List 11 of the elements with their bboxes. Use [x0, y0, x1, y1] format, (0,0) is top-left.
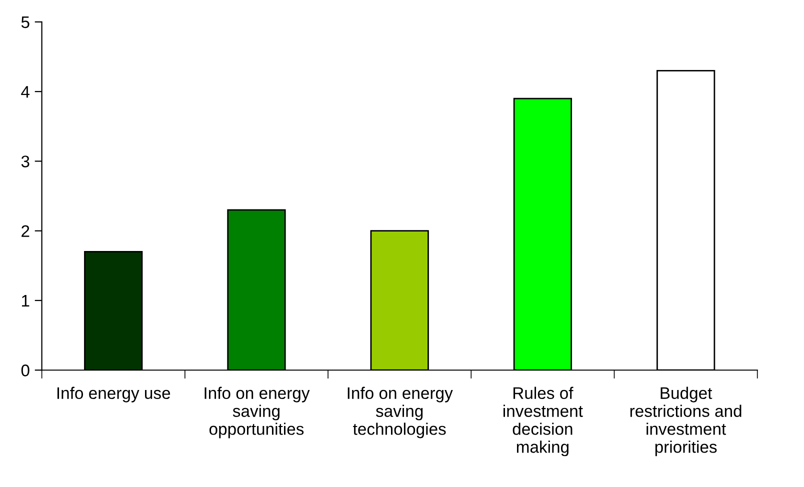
x-tick-label: Budget restrictions and investment priorities	[630, 386, 742, 456]
y-tick-label: 5	[21, 16, 30, 28]
y-tick-label: 4	[21, 86, 30, 98]
y-tick-label: 0	[21, 364, 30, 376]
x-tick-label: Info on energy saving opportunities	[204, 386, 310, 438]
y-tick-label: 2	[22, 225, 30, 237]
x-tick-label: Info on energy saving technologies	[348, 386, 453, 438]
x-tick-label: Info energy use	[57, 386, 170, 402]
x-tick-label: Rules of investment decision making	[504, 386, 583, 456]
y-tick-label: 3	[21, 156, 30, 168]
y-tick-label: 1	[22, 295, 30, 307]
